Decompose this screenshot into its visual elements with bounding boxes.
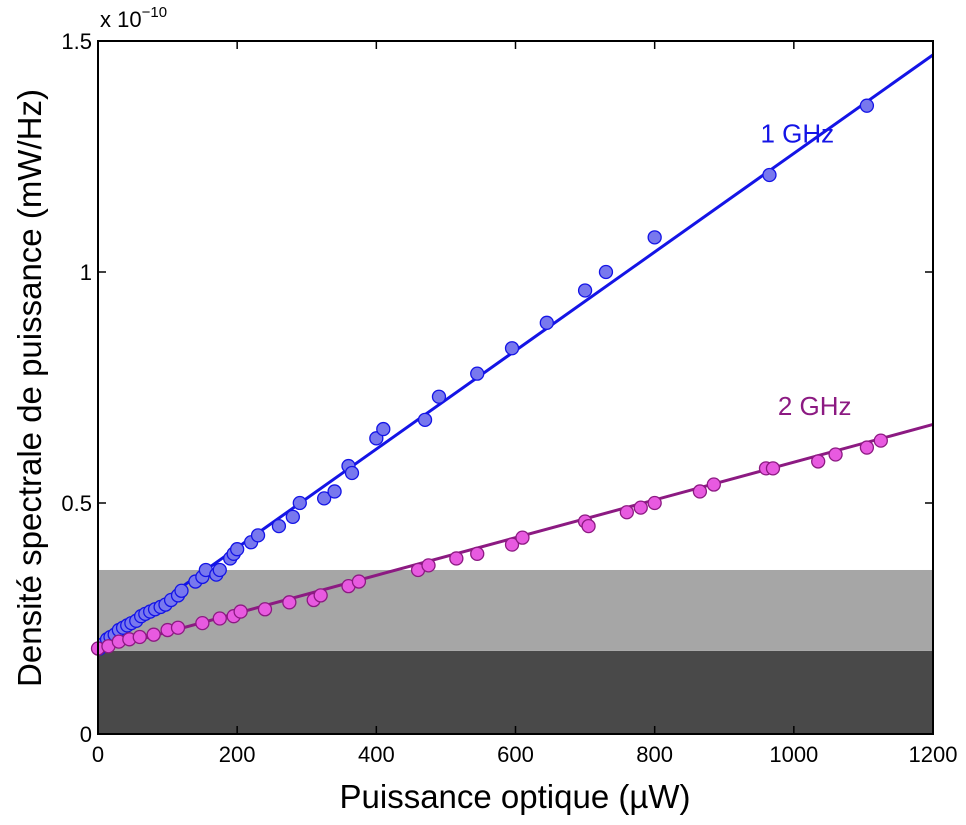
- y-tick-label: 1: [80, 260, 92, 285]
- data-point: [212, 611, 227, 626]
- data-point: [633, 500, 648, 515]
- x-tick-label: 800: [636, 742, 673, 767]
- data-point: [470, 546, 485, 561]
- data-point: [316, 491, 332, 506]
- data-point: [762, 167, 777, 183]
- data-point: [271, 518, 287, 534]
- data-point: [230, 542, 245, 557]
- data-point: [195, 615, 210, 631]
- data-point: [313, 588, 328, 603]
- x-tick-label: 1200: [909, 742, 958, 767]
- data-point: [515, 530, 530, 545]
- data-point: [811, 454, 826, 469]
- data-point: [417, 412, 433, 427]
- data-point: [146, 627, 161, 642]
- data-point: [351, 574, 367, 589]
- x-tick-label: 1000: [769, 742, 818, 767]
- data-point: [692, 484, 708, 499]
- x-tick-label: 200: [219, 742, 256, 767]
- series-2-points: [90, 433, 888, 656]
- x-tick-label: 600: [497, 742, 534, 767]
- data-point: [539, 315, 554, 330]
- data-point: [706, 477, 721, 492]
- y-axis-title: Densité spectrale de puissance (mW/Hz): [11, 89, 48, 687]
- data-point: [598, 264, 614, 280]
- x-tick-label: 0: [92, 742, 104, 767]
- data-point: [828, 447, 843, 462]
- data-point: [132, 629, 147, 645]
- data-point: [859, 440, 875, 455]
- series-labels: 1 GHz 2 GHz: [760, 119, 851, 422]
- data-point: [257, 602, 273, 617]
- data-point: [344, 465, 360, 481]
- data-point: [174, 583, 189, 598]
- data-point: [376, 421, 391, 437]
- x-tick-label: 400: [358, 742, 395, 767]
- data-point: [327, 484, 342, 499]
- axis-ticks: 0 200 400 600 800 1000 1200 0 0.5 1 1.5: [61, 29, 957, 767]
- data-point: [765, 461, 781, 476]
- y-tick-label: 0.5: [61, 491, 92, 516]
- data-points: [90, 98, 888, 656]
- data-point: [470, 366, 485, 381]
- data-point: [282, 595, 297, 610]
- background-band-1: [98, 569, 933, 651]
- data-point: [504, 537, 520, 552]
- data-point: [292, 495, 307, 511]
- background-bands: [98, 569, 933, 734]
- data-point: [504, 341, 520, 356]
- data-point: [449, 551, 464, 566]
- data-point: [577, 283, 593, 298]
- data-point: [647, 230, 662, 245]
- data-point: [170, 620, 186, 635]
- series-label-1: 1 GHz: [760, 119, 834, 149]
- y-multiplier-exponent: −10: [142, 4, 167, 21]
- data-point: [581, 518, 596, 534]
- data-point: [619, 505, 634, 520]
- data-point: [431, 389, 447, 404]
- series-label-2: 2 GHz: [778, 391, 852, 421]
- data-point: [250, 528, 266, 543]
- x-axis-title: Puissance optique (µW): [340, 778, 691, 815]
- y-tick-label: 1.5: [61, 29, 92, 54]
- data-point: [873, 433, 888, 448]
- data-point: [647, 495, 662, 511]
- y-tick-label: 0: [80, 722, 92, 747]
- data-point: [212, 562, 227, 578]
- background-band-0: [98, 650, 933, 734]
- y-multiplier: x 10−10: [100, 4, 167, 32]
- data-point: [233, 604, 248, 619]
- data-point: [859, 98, 875, 113]
- data-point: [421, 558, 436, 573]
- data-point: [285, 509, 300, 525]
